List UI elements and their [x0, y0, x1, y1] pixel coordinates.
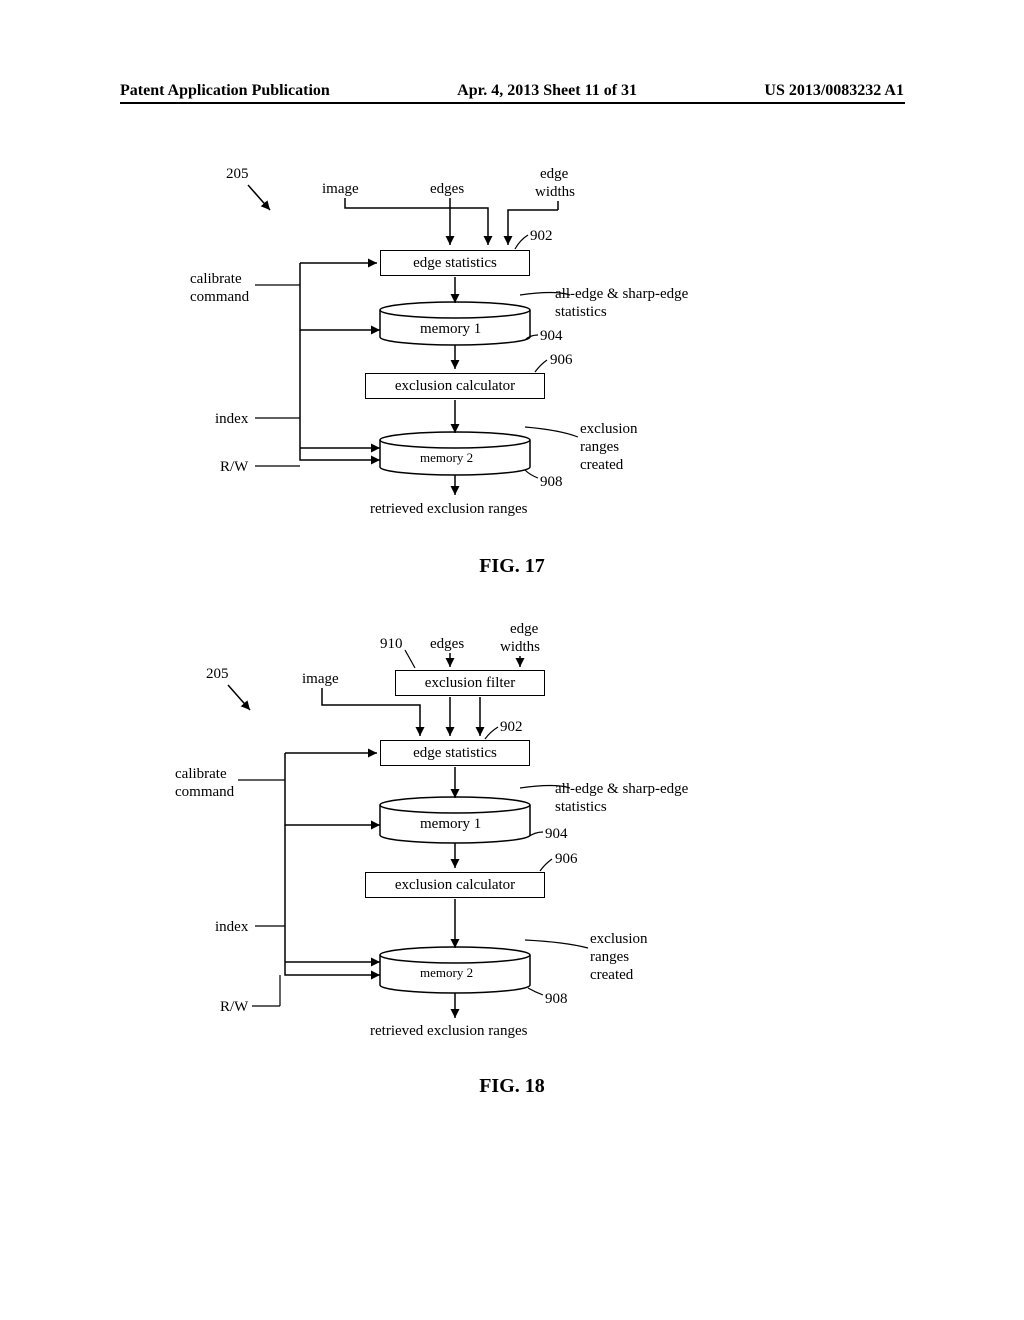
header-left: Patent Application Publication — [120, 82, 330, 100]
figure-18: 205 image edges edge widths 910 exclusio… — [0, 610, 1024, 1130]
figure-17-title: FIG. 17 — [0, 555, 1024, 578]
figure-18-title: FIG. 18 — [0, 1075, 1024, 1098]
figure-17-svg — [0, 155, 1024, 595]
header-rule — [120, 102, 905, 104]
figure-17: 205 image edges edge widths edge statist… — [0, 155, 1024, 595]
header-center: Apr. 4, 2013 Sheet 11 of 31 — [457, 82, 637, 100]
page-header: Patent Application Publication Apr. 4, 2… — [0, 82, 1024, 100]
header-right: US 2013/0083232 A1 — [764, 82, 904, 100]
figure-18-svg — [0, 610, 1024, 1130]
